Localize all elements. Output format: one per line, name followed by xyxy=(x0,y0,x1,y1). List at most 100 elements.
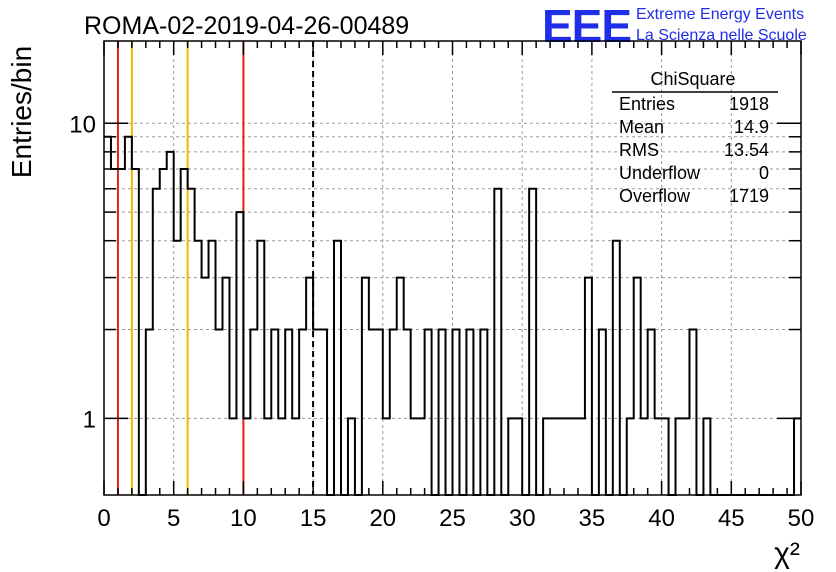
histogram-bin xyxy=(104,137,111,495)
histogram-bin xyxy=(390,330,397,495)
histogram-bin xyxy=(376,330,383,495)
histogram-bin xyxy=(383,418,390,495)
histogram-bin xyxy=(285,330,292,495)
stats-label-mean: Mean xyxy=(619,117,664,137)
histogram-bin xyxy=(181,169,188,495)
histogram-bin xyxy=(655,418,662,495)
histogram-bin xyxy=(494,189,501,495)
x-tick-label: 50 xyxy=(788,505,815,532)
histogram-series xyxy=(104,135,801,496)
x-tick-label: 15 xyxy=(300,505,327,532)
histogram-bin xyxy=(146,330,153,495)
histogram-bin xyxy=(418,418,425,495)
x-tick-label: 35 xyxy=(579,505,606,532)
histogram-bin xyxy=(209,241,216,495)
histogram-bin xyxy=(508,418,515,495)
histogram-bin xyxy=(195,241,202,495)
histogram-bin xyxy=(111,169,118,495)
histogram-bin xyxy=(243,418,250,495)
histogram-bin xyxy=(634,278,641,495)
stats-box: ChiSquare Entries 1918 Mean 14.9 RMS 13.… xyxy=(612,69,778,206)
histogram-bin xyxy=(362,278,369,495)
histogram-bin xyxy=(439,330,446,495)
histogram-bin xyxy=(271,330,278,495)
stats-value-overflow: 1719 xyxy=(729,186,769,206)
histogram-bin xyxy=(543,418,550,495)
histogram-bin xyxy=(299,330,306,495)
x-tick-label: 20 xyxy=(369,505,396,532)
histogram-bin xyxy=(557,418,564,495)
x-tick-label: 25 xyxy=(439,505,466,532)
histogram-bin xyxy=(480,330,487,495)
histogram-bin xyxy=(306,278,313,495)
histogram-bin xyxy=(627,418,634,495)
histogram-bin xyxy=(689,330,696,495)
histogram-bin xyxy=(662,418,669,495)
run-title: ROMA-02-2019-04-26-00489 xyxy=(84,12,409,40)
histogram-bin xyxy=(564,418,571,495)
histogram-bin xyxy=(160,169,167,495)
histogram-bin xyxy=(348,418,355,495)
y-tick-labels: 1 10 xyxy=(69,111,96,433)
histogram-bin xyxy=(515,418,522,495)
x-tick-label: 10 xyxy=(230,505,257,532)
x-tick-label: 0 xyxy=(97,505,110,532)
y-axis-label: Entries/bin xyxy=(6,46,37,178)
histogram-bin xyxy=(202,278,209,495)
histogram-bin xyxy=(132,169,139,495)
histogram-bin xyxy=(320,330,327,495)
histogram-bin xyxy=(118,169,125,495)
histogram-bin xyxy=(174,241,181,495)
x-tick-label: 30 xyxy=(509,505,536,532)
x-tick-label: 45 xyxy=(718,505,745,532)
eee-logo: EEE Extreme Energy Events La Scienza nel… xyxy=(542,0,807,52)
histogram-bin xyxy=(411,418,418,495)
stats-label-rms: RMS xyxy=(619,140,659,160)
histogram-bin xyxy=(683,418,690,495)
histogram-bin xyxy=(676,418,683,495)
histogram-bin xyxy=(292,418,299,495)
histogram-bin xyxy=(188,189,195,495)
histogram-bin xyxy=(404,330,411,495)
histogram-bin xyxy=(369,330,376,495)
stats-value-rms: 13.54 xyxy=(724,140,769,160)
histogram-bin xyxy=(278,418,285,495)
histogram-bin xyxy=(216,330,223,495)
histogram-bin xyxy=(648,330,655,495)
histogram-bin xyxy=(250,330,257,495)
histogram-bin xyxy=(153,189,160,495)
histogram-bin xyxy=(466,330,473,495)
histogram-bin xyxy=(599,330,606,495)
histogram-bin xyxy=(236,212,243,495)
histogram-bin xyxy=(571,418,578,495)
histogram-bin xyxy=(313,330,320,495)
histogram-bin xyxy=(397,278,404,495)
histogram-bin xyxy=(222,278,229,495)
histogram-bin xyxy=(585,278,592,495)
histogram-bin xyxy=(613,241,620,495)
y-tick-label: 10 xyxy=(69,111,96,138)
histogram-bin xyxy=(453,330,460,495)
x-tick-label: 5 xyxy=(167,505,180,532)
stats-label-overflow: Overflow xyxy=(619,186,691,206)
histogram-bin xyxy=(167,152,174,495)
histogram-bin xyxy=(641,418,648,495)
histogram-bin xyxy=(334,241,341,495)
eee-logo-letters: EEE xyxy=(542,0,631,52)
stats-value-mean: 14.9 xyxy=(734,117,769,137)
histogram-bin xyxy=(550,418,557,495)
x-axis-label: χ² xyxy=(774,537,800,570)
histogram-bin xyxy=(264,418,271,495)
eee-logo-line1: Extreme Energy Events xyxy=(636,6,804,23)
histogram-bin xyxy=(794,418,801,495)
y-tick-label: 1 xyxy=(83,406,96,433)
histogram-bin xyxy=(529,189,536,495)
eee-logo-line2: La Scienza nelle Scuole xyxy=(636,27,807,44)
histogram-bin xyxy=(257,241,264,495)
x-tick-labels: 0 5 10 15 20 25 30 35 40 45 50 xyxy=(97,505,814,532)
stats-value-underflow: 0 xyxy=(759,163,769,183)
stats-title: ChiSquare xyxy=(650,69,735,89)
stats-label-underflow: Underflow xyxy=(619,163,701,183)
histogram-bin xyxy=(125,137,132,495)
